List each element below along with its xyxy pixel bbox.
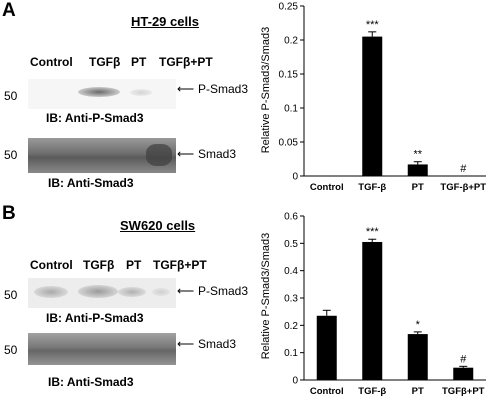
panel-b-band-label-1: P-Smad3 [198,284,249,298]
panel-b-bar-chart: Relative P-Smad3/Smad3 0 0.1 0.2 0.3 0.4 0.5 0… [260,212,486,397]
chart-b-y-tick-label: 0 [292,376,298,387]
chart-b-y-tick-label: 0.3 [284,294,298,305]
panel-b-band-label-2: Smad3 [198,337,237,351]
chart-b-significance-label: # [460,353,467,365]
blot-band [34,286,68,298]
chart-b-y-tick-label: 0.5 [284,239,298,250]
panel-a-smad3-blot [28,138,176,173]
chart-b-y-tick-label: 0.6 [284,212,298,223]
chart-a-y-tick-label: 0.25 [279,2,299,13]
panel-a-band-arrow-2: ⟵ [177,147,195,161]
panel-a-mw-marker-2: 50 [4,148,18,162]
panel-a-bar-chart: Relative P-Smad3/Smad3 0 0.05 0.1 0.15 0.2 0.… [260,2,486,193]
chart-b-y-tick-label: 0.4 [284,266,298,277]
chart-a-bar [362,36,383,176]
chart-b-category-label: PT [412,386,424,397]
chart-a-category-label: Control [310,182,344,193]
chart-b-significance-label: *** [366,226,380,238]
panel-a-ib-label-2: IB: Anti-Smad3 [48,176,134,190]
panel-b-mw-marker-1: 50 [4,288,18,302]
panel-a-label: A [2,0,16,21]
panel-b-lane-tgfb-pt: TGFβ+PT [153,258,207,272]
panel-a-p-smad3-blot [28,79,176,109]
chart-a-y-tick-label: 0 [292,172,298,183]
chart-b-y-tick-label: 0.1 [284,348,298,359]
chart-b-bar [407,334,428,380]
blot-band [78,285,118,298]
chart-b-bar [453,367,474,380]
panel-a-band-arrow-1: ⟵ [177,82,195,96]
chart-b-category-label: TGFβ+PT [442,386,485,397]
chart-a-significance-label: *** [366,19,380,31]
chart-a-category-label: PT [412,182,424,193]
panel-b-label: B [2,203,16,224]
panel-b-ib-label-2: IB: Anti-Smad3 [48,375,134,389]
blot-band [118,287,146,297]
chart-b-y-tick-label: 0.2 [284,321,298,332]
chart-a-y-tick-label: 0.1 [284,104,298,115]
panel-a-lane-tgfb: TGFβ [89,55,121,69]
chart-b-bar [362,241,383,380]
panel-b-band-arrow-1: ⟵ [177,284,195,298]
panel-a-lane-control: Control [30,55,73,69]
panel-a-lane-tgfb-pt: TGFβ+PT [159,55,213,69]
chart-a-bar [407,164,428,176]
panel-b-smad3-blot [28,333,176,365]
blot-band [146,144,172,166]
chart-a-y-tick-label: 0.2 [284,36,298,47]
chart-a-ylabel: Relative P-Smad3/Smad3 [260,27,272,154]
chart-b-significance-label: * [416,319,421,331]
panel-a-cell-line: HT-29 cells [131,14,199,29]
panel-b-lane-control: Control [30,258,73,272]
chart-b-bar [316,315,337,380]
chart-a-y-tick-label: 0.15 [279,70,299,81]
panel-a-mw-marker-1: 50 [4,89,18,103]
chart-b-category-label: Control [310,386,344,397]
chart-a-y-tick-label: 0.05 [279,138,299,149]
chart-b-ylabel: Relative P-Smad3/Smad3 [260,233,272,360]
chart-a-category-label: TGF-β+PT [440,182,486,193]
chart-a-category-label: TGF-β [358,182,386,193]
chart-b-category-label: TGF-β [358,386,386,397]
chart-a-significance-label: # [460,163,467,175]
panel-b-ib-label-1: IB: Anti-P-Smad3 [46,311,144,325]
blot-band [130,89,152,96]
blot-band [152,288,170,296]
panel-a-band-label-2: Smad3 [198,147,237,161]
panel-a-lane-pt: PT [131,55,147,69]
panel-b-p-smad3-blot [28,278,176,308]
panel-b-mw-marker-2: 50 [4,343,18,357]
panel-a-band-label-1: P-Smad3 [198,82,249,96]
panel-b-lane-pt: PT [126,258,142,272]
panel-b-band-arrow-2: ⟵ [177,337,195,351]
panel-a-ib-label-1: IB: Anti-P-Smad3 [46,111,144,125]
panel-b-cell-line: SW620 cells [120,218,196,233]
chart-a-significance-label: ** [413,149,422,161]
blot-band [78,87,120,97]
panel-b-lane-tgfb: TGFβ [83,258,115,272]
